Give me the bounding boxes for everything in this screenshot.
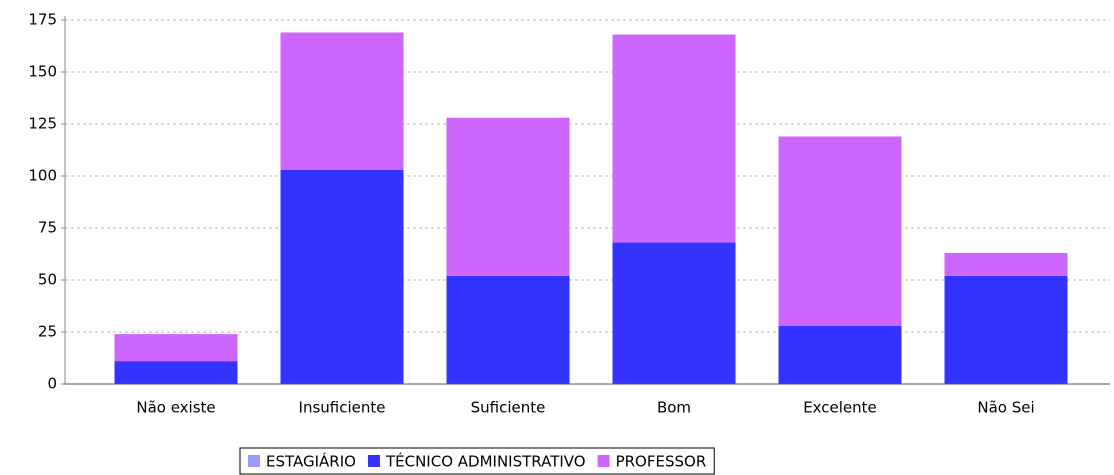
x-tick-label: Insuficiente <box>299 399 386 417</box>
x-tick-label: Bom <box>657 399 691 417</box>
bar-segment <box>114 334 238 362</box>
bar-segment <box>944 275 1068 384</box>
legend-label: PROFESSOR <box>616 453 707 471</box>
bar-segment <box>280 169 404 384</box>
y-tick-label: 100 <box>28 167 57 185</box>
legend-swatch <box>248 455 260 467</box>
bar-segment <box>280 32 404 170</box>
x-tick-label: Excelente <box>803 399 877 417</box>
y-tick-label: 125 <box>28 115 57 133</box>
bar-segment <box>778 325 902 384</box>
legend-label: TÉCNICO ADMINISTRATIVO <box>385 452 586 471</box>
legend-swatch <box>597 455 610 467</box>
y-tick-label: 175 <box>28 11 57 29</box>
x-tick-label: Não existe <box>136 399 215 417</box>
bar-segment <box>114 361 238 384</box>
bar-segment <box>446 275 570 384</box>
legend-label: ESTAGIÁRIO <box>266 452 356 471</box>
y-tick-label: 75 <box>38 219 57 237</box>
x-tick-label: Não Sei <box>977 399 1034 417</box>
x-tick-label: Suficiente <box>471 399 546 417</box>
y-tick-label: 0 <box>47 375 57 393</box>
bar-segment <box>778 136 902 326</box>
legend-box <box>239 447 715 475</box>
bar-segment <box>944 252 1068 276</box>
bar-segment <box>446 117 570 276</box>
bar-segment <box>612 34 736 243</box>
legend-swatch <box>367 455 380 467</box>
y-tick-label: 25 <box>38 323 57 341</box>
bar-segment <box>612 242 736 384</box>
y-tick-label: 150 <box>28 63 57 81</box>
y-tick-label: 50 <box>38 271 57 289</box>
